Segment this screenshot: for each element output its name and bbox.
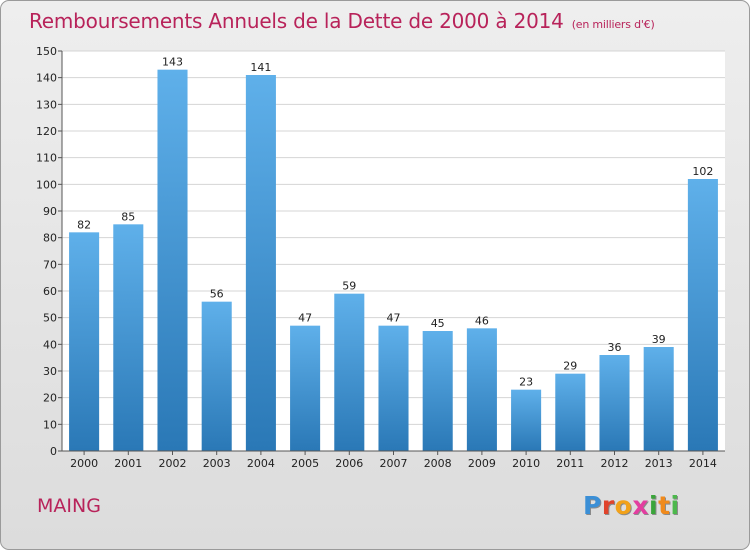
x-tick-label: 2004 — [247, 457, 275, 470]
y-tick-label: 130 — [36, 98, 57, 111]
bar — [69, 232, 100, 451]
x-tick-label: 2005 — [291, 457, 319, 470]
bar — [555, 373, 586, 451]
logo-letter: i — [649, 491, 659, 520]
bar — [643, 347, 674, 451]
bar-value-label: 141 — [250, 61, 271, 74]
bar-value-label: 36 — [608, 341, 622, 354]
x-tick-label: 2002 — [159, 457, 187, 470]
bar — [511, 389, 542, 451]
y-tick-label: 120 — [36, 125, 57, 138]
logo-letter: i — [670, 491, 680, 520]
y-tick-label: 80 — [43, 232, 57, 245]
bar — [245, 75, 276, 451]
bar-value-label: 85 — [121, 210, 135, 223]
y-tick-label: 20 — [43, 392, 57, 405]
x-tick-label: 2011 — [556, 457, 584, 470]
x-tick-label: 2010 — [512, 457, 540, 470]
bar-value-label: 59 — [342, 280, 356, 293]
commune-name: MAING — [37, 495, 101, 517]
x-tick-label: 2006 — [335, 457, 363, 470]
bar-value-label: 47 — [298, 312, 312, 325]
x-tick-label: 2014 — [689, 457, 717, 470]
logo-letter: r — [601, 491, 615, 520]
bar-value-label: 47 — [387, 312, 401, 325]
bar-value-label: 46 — [475, 314, 489, 327]
bar — [113, 224, 144, 451]
chart-title: Remboursements Annuels de la Dette de 20… — [29, 9, 655, 33]
bar — [334, 293, 365, 451]
bar — [687, 179, 718, 451]
y-tick-label: 150 — [36, 45, 57, 58]
bar-value-label: 23 — [519, 376, 533, 389]
proxiti-logo: Proxiti — [583, 491, 680, 520]
chart-subtitle: (en milliers d'€) — [571, 18, 655, 31]
bar-value-label: 56 — [210, 288, 224, 301]
y-tick-label: 0 — [50, 445, 57, 458]
y-tick-label: 60 — [43, 285, 57, 298]
bar — [378, 325, 409, 451]
x-tick-label: 2001 — [114, 457, 142, 470]
bar-value-label: 45 — [431, 317, 445, 330]
bar — [466, 328, 497, 451]
bar — [599, 355, 630, 451]
y-tick-label: 100 — [36, 178, 57, 191]
y-tick-label: 140 — [36, 72, 57, 85]
bar — [157, 69, 188, 452]
logo-letter: o — [614, 491, 633, 520]
y-tick-label: 40 — [43, 338, 57, 351]
logo-letter: P — [583, 491, 602, 520]
bar — [290, 325, 321, 451]
y-tick-label: 30 — [43, 365, 57, 378]
chart-title-text: Remboursements Annuels de la Dette de 20… — [29, 9, 564, 33]
x-tick-label: 2008 — [424, 457, 452, 470]
y-tick-label: 90 — [43, 205, 57, 218]
x-tick-label: 2009 — [468, 457, 496, 470]
y-tick-label: 50 — [43, 312, 57, 325]
x-axis: 2000 2001 2002 2003 2004 2005 2006 2007 2008 2009… — [70, 451, 717, 470]
x-tick-label: 2007 — [380, 457, 408, 470]
logo-letter: x — [632, 491, 649, 520]
x-tick-label: 2003 — [203, 457, 231, 470]
bar — [422, 331, 453, 451]
bar-value-label: 39 — [652, 333, 666, 346]
bar-value-label: 102 — [692, 165, 713, 178]
bars: 82 85 143 56 141 47 59 47 45 46 23 29 36 39 102 — [69, 56, 718, 452]
bar-value-label: 29 — [563, 360, 577, 373]
bar-value-label: 82 — [77, 218, 91, 231]
x-tick-label: 2013 — [645, 457, 673, 470]
x-tick-label: 2000 — [70, 457, 98, 470]
x-tick-label: 2012 — [601, 457, 629, 470]
y-tick-label: 70 — [43, 258, 57, 271]
bar — [201, 301, 232, 451]
logo-letter: t — [658, 491, 671, 520]
bar-value-label: 143 — [162, 56, 183, 69]
y-tick-label: 10 — [43, 418, 57, 431]
y-axis: 0 10 20 30 40 50 60 70 80 90 100 110 120 130 140 150 — [36, 45, 62, 458]
y-tick-label: 110 — [36, 152, 57, 165]
